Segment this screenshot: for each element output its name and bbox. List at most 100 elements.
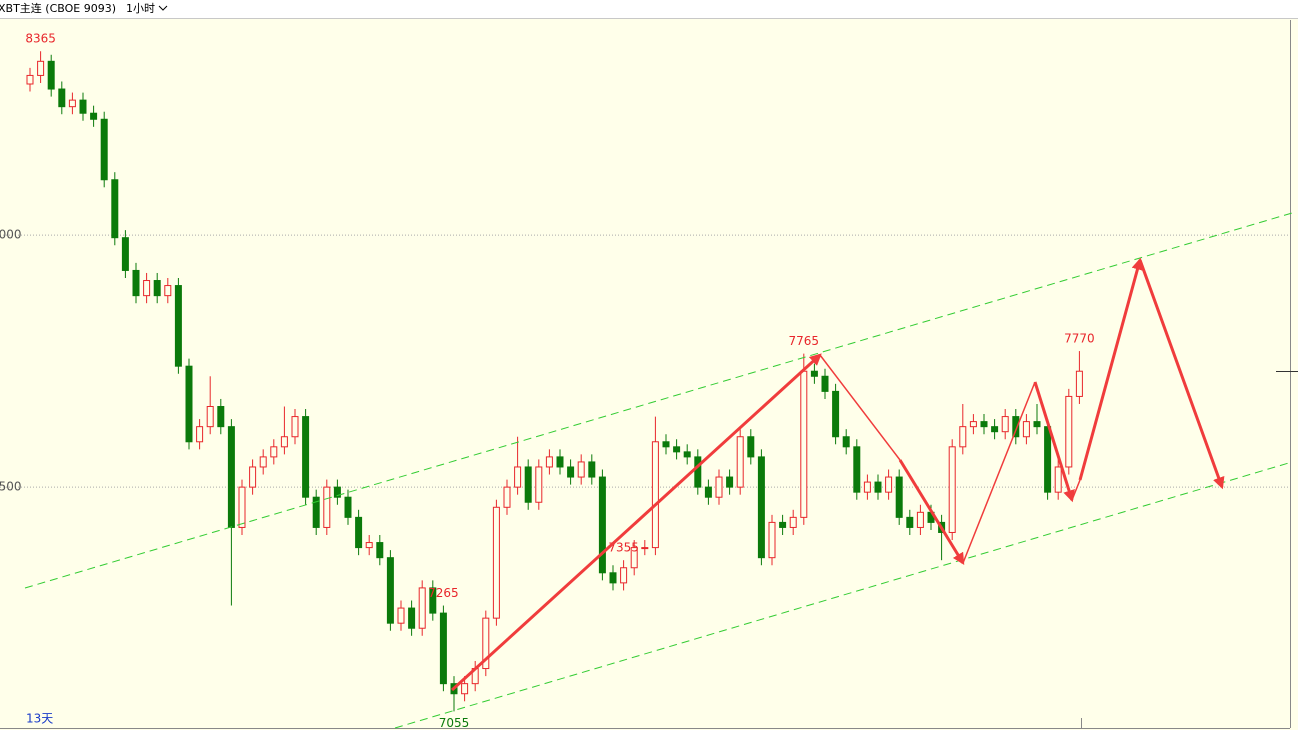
candle-body [1054,466,1062,493]
candle-body [461,683,469,695]
candle-body [132,269,140,297]
extreme-label: 7765 [789,334,820,348]
candle-body [355,516,363,549]
candle-body [1033,421,1041,428]
candle-body [567,466,575,478]
candle-body [386,557,394,624]
candle-body [588,461,596,478]
candle-body [121,237,129,271]
arrow [1078,257,1144,481]
candle-body [969,421,977,428]
candle-body [948,446,956,533]
candle-body [598,476,606,574]
candle-body [810,370,818,377]
candle-body [620,567,628,584]
candle-body [1012,416,1020,438]
candle-body [37,60,45,76]
candle-body [609,572,617,584]
candle-body [895,476,903,518]
candle-body [492,506,500,619]
candle-body [344,496,352,518]
plot-area: 7500 8000 8365 7265 7055 7765 7355 7770 [0,32,1290,730]
extreme-label: 7265 [428,586,459,600]
candle-body [365,542,373,549]
candle-body [333,486,341,498]
candle-body [821,375,829,392]
candle-body [779,521,787,528]
extreme-label: 7770 [1064,332,1095,346]
arrow [898,459,965,566]
candle-body [916,511,924,528]
candle-body [259,456,267,468]
candle-body [535,466,543,503]
candle-body [47,60,55,90]
candle-body [196,426,204,443]
candle-body [630,547,638,569]
candle-body [524,466,532,503]
candle-body [164,285,172,297]
candle-body [673,446,681,453]
candle-body [26,74,34,85]
candle-body [577,461,585,478]
projection-arrows [450,257,1225,692]
footer-label: 13天 [26,712,53,726]
candle-body [90,112,98,120]
candle-body [227,426,235,528]
candle-body [408,607,416,629]
candle-body [174,285,182,367]
candle-body [715,476,723,498]
period-chevron[interactable] [158,5,168,11]
candle-body [376,542,384,559]
symbol-title: XBT主连 (CBOE 9093) [0,2,116,15]
candle-body [704,486,712,498]
candle-body [1044,426,1052,493]
arrow-line [962,381,1036,564]
candle-body [280,436,288,448]
candle-body [58,88,66,108]
candle-body [397,607,405,624]
candle-body [1075,370,1083,397]
candle-body [482,617,490,670]
candle-body [249,466,257,488]
candle-body [79,99,87,114]
candle-body [651,441,659,549]
candle-body [980,421,988,428]
candle-body [959,426,967,448]
candle-body [885,476,893,493]
candle-body [429,587,437,614]
candle-body [853,446,861,493]
arrow [1033,381,1075,503]
candle-body [439,612,447,685]
arrow [1138,259,1225,490]
candle-body [1022,421,1030,438]
extreme-label: 8365 [25,32,56,46]
period-selector[interactable]: 1小时 [126,2,155,15]
candle-body [991,426,999,433]
candle-body [641,547,649,550]
header-bar [0,0,1298,18]
candle-body [238,486,246,528]
candle-body [556,456,564,468]
candle-body [100,118,108,181]
arrow-line [1071,479,1081,501]
candle-body [1065,395,1073,468]
candle-body [206,406,214,428]
y-tick-label: 8000 [0,228,22,242]
candle-body [418,587,426,629]
candle-body [153,280,161,297]
candle-body [789,516,797,528]
y-tick-label: 7500 [0,480,22,494]
candle-body [863,481,871,493]
arrow [450,353,822,692]
candle-body [874,481,882,493]
candle-body [1001,416,1009,433]
candle-body [185,365,193,443]
candle-body [291,416,299,438]
candle-body [143,280,151,297]
candle-body [747,436,755,458]
candle-body [800,370,808,518]
candle-body [768,521,776,559]
arrow-line [819,354,901,461]
